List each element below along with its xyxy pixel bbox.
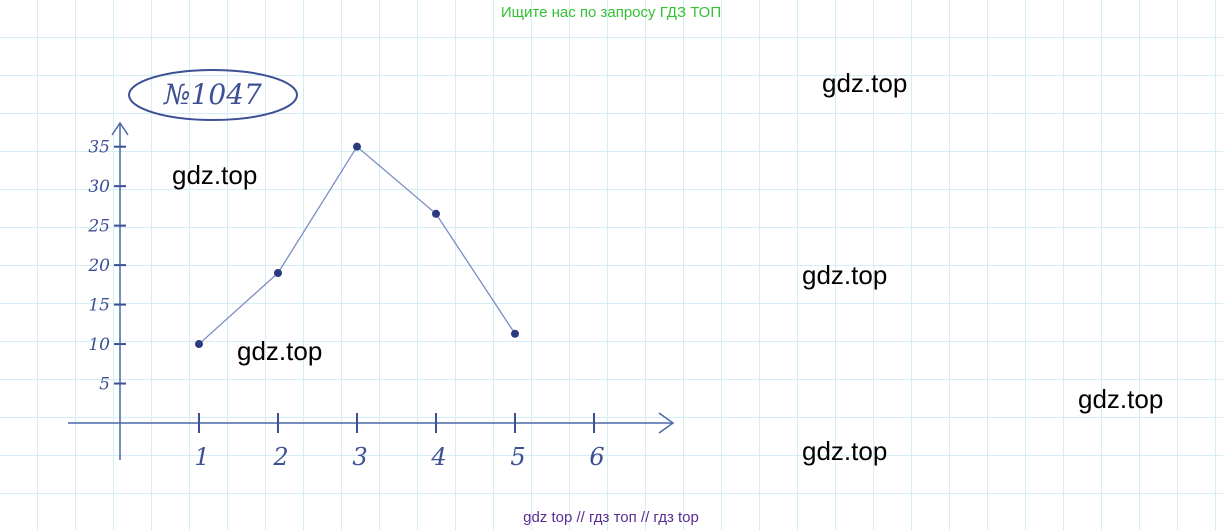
watermark: gdz.top: [237, 336, 322, 366]
watermark: gdz.top: [172, 160, 257, 190]
y-tick-label: 30: [88, 177, 110, 197]
x-tick-label: 5: [510, 443, 525, 471]
point: [511, 329, 519, 338]
y-tick-label: 35: [88, 138, 110, 158]
watermark: gdz.top: [802, 436, 887, 466]
x-tick-label: 2: [272, 443, 288, 471]
point: [274, 269, 282, 277]
y-tick-label: 5: [99, 375, 110, 395]
point: [195, 340, 203, 349]
point: [353, 142, 361, 151]
y-tick-label: 25: [87, 217, 110, 237]
chart-title: №1047: [163, 78, 262, 111]
watermark: gdz.top: [822, 68, 907, 98]
title-ellipse: [128, 69, 298, 121]
x-tick-label: 6: [589, 443, 604, 471]
x-tick-label: 1: [194, 443, 209, 471]
y-arrow: [111, 121, 129, 136]
x-arrow: [658, 412, 675, 434]
point: [432, 209, 440, 218]
watermark: gdz.top: [802, 260, 887, 290]
y-tick-label: 20: [87, 256, 110, 276]
x-tick-label: 4: [430, 443, 446, 471]
y-tick-label: 15: [88, 296, 110, 316]
header: Ищите нас по запросу ГДЗ ТОП: [501, 4, 721, 21]
y-tick-label: 10: [88, 335, 110, 355]
watermark: gdz.top: [1078, 384, 1163, 414]
x-tick-label: 3: [352, 443, 367, 471]
footer: gdz top // гдз топ // гдз top: [523, 509, 699, 526]
